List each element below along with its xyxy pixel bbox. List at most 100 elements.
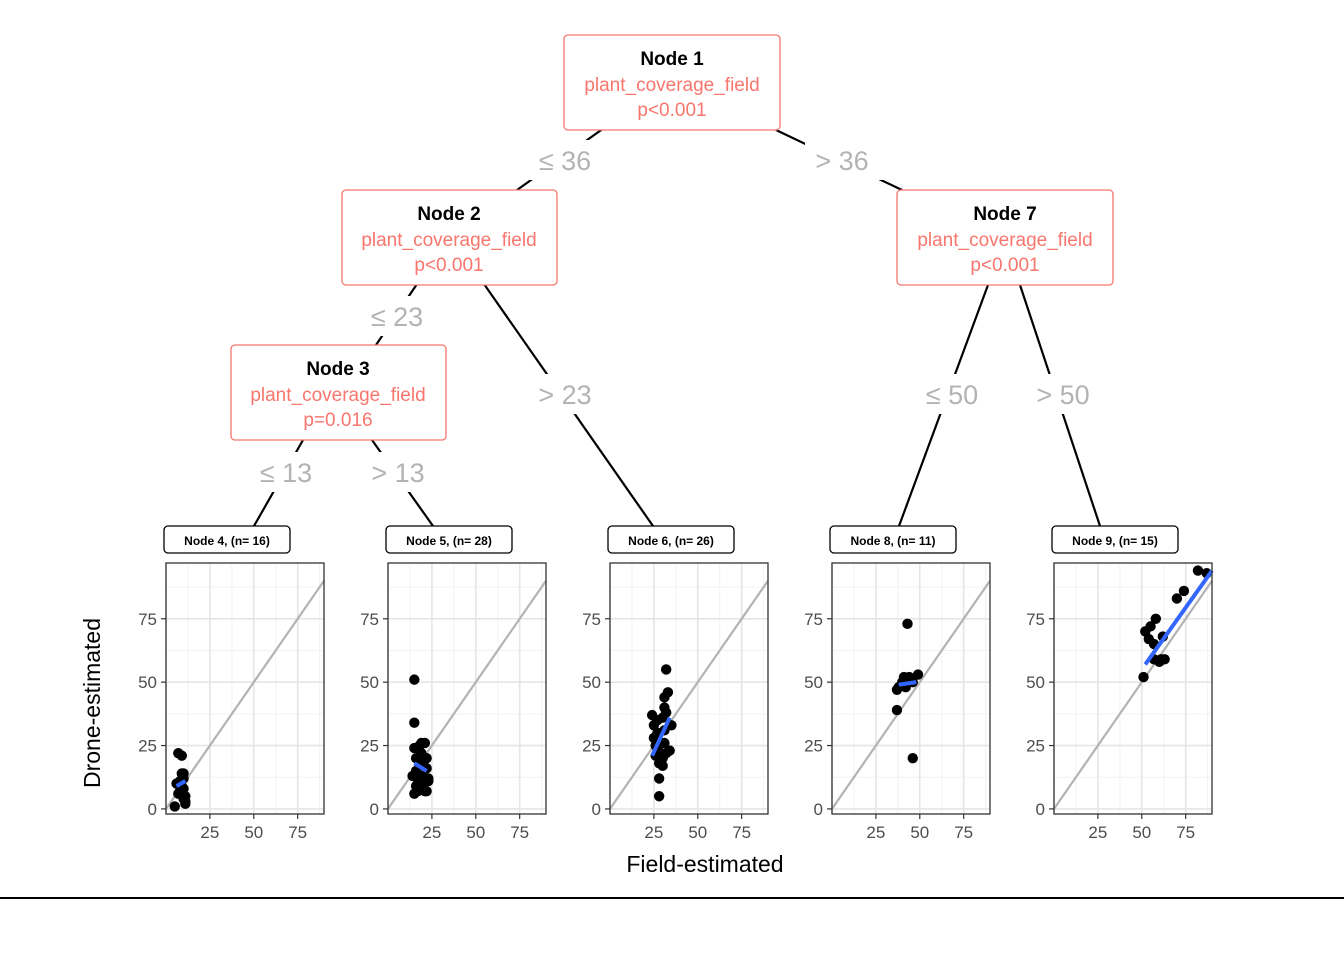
x-tick-label: 50 [466,823,485,842]
node-split-variable: plant_coverage_field [361,230,536,251]
y-tick-label: 25 [360,737,379,756]
panel-node-5: Node 9, (n= 15) 25 50 75 0 25 50 75 [1026,525,1214,842]
y-tick-label: 25 [804,737,823,756]
panel-strip-box [829,525,957,554]
data-point [653,773,665,784]
y-tick-label: 50 [804,673,823,692]
edge-label-2-3: ≤ 23 [371,302,423,332]
reference-line [609,580,769,810]
y-tick-label: 25 [1026,737,1045,756]
node-split-variable: plant_coverage_field [917,230,1092,251]
data-point [419,737,431,749]
y-tick-label: 75 [138,610,157,629]
x-tick-label: 75 [732,823,751,842]
data-point [423,775,434,787]
panel-strip-label: Node 8, (n= 11) [850,534,935,548]
data-point [421,753,432,764]
panel-border [609,562,769,815]
data-point [178,768,189,779]
fit-line [650,716,672,757]
tree-node-7: Node 7 plant_coverage_field p<0.001 [896,189,1114,286]
data-point [1159,654,1170,665]
data-point [660,664,672,675]
data-point [659,737,670,749]
data-point [1150,613,1162,624]
fit-line [175,779,187,788]
x-tick-label: 25 [200,823,219,842]
x-tick-label: 50 [688,823,707,842]
y-tick-label: 0 [814,800,823,819]
fit-line [1143,569,1214,666]
edge-label-3-5: > 13 [371,458,424,488]
data-point [169,801,180,812]
y-tick-label: 50 [138,673,157,692]
node-p-value: p<0.001 [637,100,706,121]
panel-strip-label: Node 9, (n= 15) [1072,534,1158,548]
y-axis-title: Drone-estimated [79,618,105,788]
panel-strip-label: Node 6, (n= 26) [628,534,714,548]
y-tick-label: 0 [592,800,601,819]
node-split-variable: plant_coverage_field [584,75,759,96]
edge-label-7-8: ≤ 50 [926,380,978,410]
y-tick-label: 75 [1026,610,1045,629]
y-tick-label: 75 [804,610,823,629]
node-box [563,34,781,131]
edge-labels: ≤ 36 > 36 ≤ 23 > 23 ≤ 13 > 13 ≤ 50 > 50 [245,140,1104,492]
data-point [660,707,672,718]
y-tick-label: 0 [1036,800,1045,819]
panel-strip-box [1051,525,1179,554]
node-split-variable: plant_coverage_field [250,385,425,406]
edge-label-1-7: > 36 [815,146,868,176]
panel-border [831,562,991,815]
panel-node-1: Node 4, (n= 16) 25 50 75 0 25 50 75 [138,525,325,842]
y-tick-label: 50 [1026,673,1045,692]
data-point [912,669,924,680]
panel-strip-label: Node 4, (n= 16) [184,534,270,548]
x-tick-label: 50 [244,823,263,842]
data-point [1171,593,1183,604]
reference-line [165,580,325,810]
y-tick-label: 75 [582,610,601,629]
data-point [180,798,191,810]
node-box [230,344,447,441]
edge-label-7-9: > 50 [1036,380,1089,410]
panel-strip-box [385,525,513,554]
panel-strip-label: Node 5, (n= 28) [406,534,492,548]
tree-node-3: Node 3 plant_coverage_field p=0.016 [230,344,447,441]
y-tick-label: 0 [148,800,157,819]
data-point [657,760,668,772]
data-point [1138,671,1149,683]
x-tick-label: 25 [644,823,663,842]
edge-label-3-4: ≤ 13 [260,458,312,488]
x-tick-label: 75 [954,823,973,842]
reference-line [831,580,991,810]
node-box [896,189,1114,286]
y-tick-label: 25 [582,737,601,756]
tree-node-1: Node 1 plant_coverage_field p<0.001 [563,34,781,131]
node-p-value: p<0.001 [414,255,483,276]
x-tick-label: 25 [422,823,441,842]
panel-strip-box [163,525,291,554]
terminal-node-panels: Node 4, (n= 16) 25 50 75 0 25 50 75 Node 5, (n= … [138,525,1214,842]
node-p-value: p=0.016 [303,410,372,431]
data-point [409,717,420,728]
reference-line [1053,580,1213,810]
panel-strip-box [607,525,735,554]
x-tick-label: 75 [1176,823,1195,842]
x-tick-label: 50 [1132,823,1151,842]
fit-line [413,761,428,773]
node-title: Node 2 [417,204,480,225]
data-point [653,791,665,802]
x-tick-label: 75 [510,823,529,842]
data-point [1178,585,1190,597]
panel-border [1053,562,1213,815]
node-box [341,189,558,286]
data-point [907,753,918,764]
y-tick-label: 75 [360,610,379,629]
node-title: Node 1 [640,49,704,70]
edge-label-1-2: ≤ 36 [539,146,591,176]
data-point [176,750,187,761]
data-point [1192,565,1204,576]
x-axis-title: Field-estimated [626,851,783,877]
